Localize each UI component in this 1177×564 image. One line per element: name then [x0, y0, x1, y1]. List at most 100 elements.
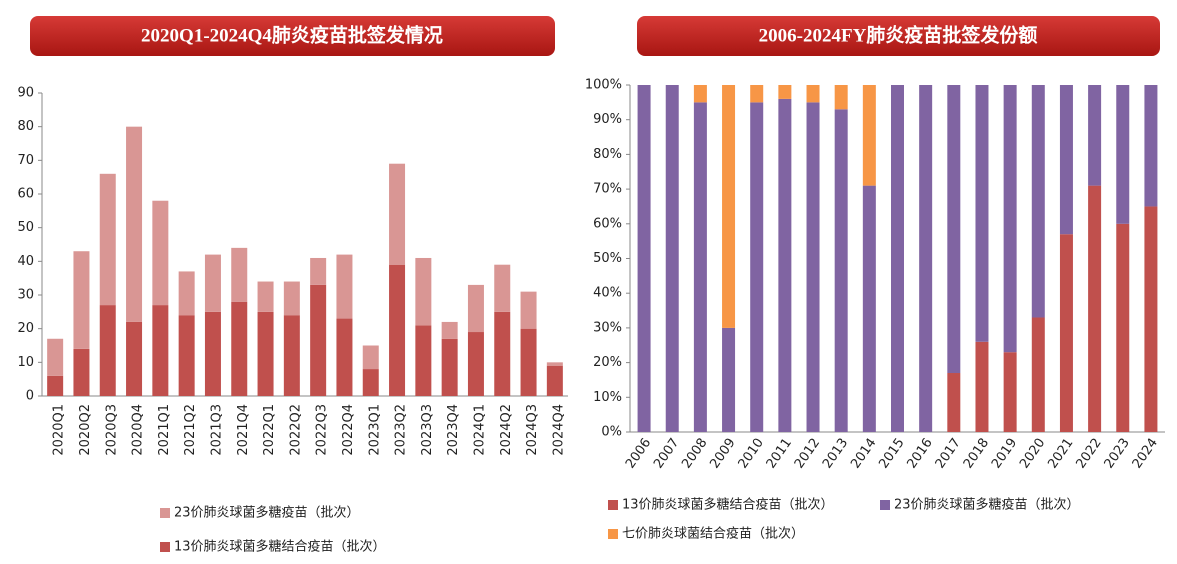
- y-tick-label: 80%: [593, 147, 622, 162]
- x-tick-label: 2023Q3: [420, 404, 435, 456]
- legend-swatch: [880, 500, 890, 510]
- legend-swatch: [608, 500, 618, 510]
- legend-label: 七价肺炎球菌结合疫苗（批次）: [622, 526, 804, 542]
- x-tick-label: 2018: [961, 436, 992, 472]
- y-tick-label: 60: [17, 187, 34, 202]
- bar-segment: [750, 85, 764, 103]
- bar-segment: [834, 109, 848, 432]
- bar-segment: [204, 254, 221, 312]
- x-tick-label: 2024Q4: [551, 404, 566, 456]
- bar-segment: [722, 327, 736, 432]
- bar-segment: [467, 284, 484, 333]
- bar-segment: [415, 257, 432, 326]
- bar-segment: [231, 247, 248, 302]
- x-tick-label: 2024Q1: [472, 404, 487, 456]
- bar-segment: [637, 85, 651, 432]
- x-tick-label: 2023Q4: [446, 404, 461, 456]
- x-tick-label: 2021Q4: [236, 404, 251, 456]
- bar-segment: [1059, 234, 1073, 432]
- x-tick-label: 2022Q3: [315, 404, 330, 456]
- y-tick-label: 90%: [593, 112, 622, 127]
- legend-swatch: [608, 529, 618, 539]
- x-tick-label: 2020Q4: [131, 404, 146, 456]
- legend-label: 23价肺炎球菌多糖疫苗（批次）: [894, 497, 1080, 513]
- bar-segment: [152, 200, 169, 306]
- bar-segment: [722, 85, 736, 328]
- bar-segment: [947, 85, 961, 374]
- legend-label: 23价肺炎球菌多糖疫苗（批次）: [174, 505, 360, 521]
- bar-segment: [441, 338, 458, 396]
- bar-segment: [231, 301, 248, 396]
- chart-title: 2020Q1-2024Q4肺炎疫苗批签发情况: [141, 23, 443, 46]
- bar-segment: [126, 321, 143, 396]
- x-tick-label: 2024: [1130, 436, 1161, 472]
- bar-segment: [806, 85, 820, 103]
- bar-segment: [257, 311, 274, 396]
- bar-segment: [73, 251, 90, 349]
- bar-segment: [806, 102, 820, 432]
- y-tick-label: 0%: [601, 425, 622, 440]
- x-tick-label: 2020: [1017, 436, 1048, 472]
- bar-segment: [693, 102, 707, 432]
- bar-segment: [283, 315, 300, 396]
- bar-segment: [389, 163, 406, 265]
- x-tick-label: 2021Q1: [157, 404, 172, 456]
- bar-segment: [665, 85, 679, 432]
- bar-segment: [47, 375, 64, 396]
- bar-segment: [362, 345, 379, 370]
- bar-segment: [1003, 352, 1017, 432]
- title-banner: [30, 16, 555, 56]
- legend-swatch: [160, 508, 170, 518]
- bar-segment: [693, 85, 707, 103]
- legend-label: 13价肺炎球菌多糖结合疫苗（批次）: [622, 497, 834, 513]
- y-tick-label: 70%: [593, 182, 622, 197]
- bar-segment: [919, 85, 933, 432]
- x-tick-label: 2022Q2: [288, 404, 303, 456]
- y-tick-label: 50: [17, 220, 34, 235]
- x-tick-label: 2011: [764, 436, 795, 472]
- bar-segment: [362, 369, 379, 396]
- bar-segment: [520, 291, 537, 329]
- y-tick-label: 30%: [593, 320, 622, 335]
- y-tick-label: 0: [26, 389, 34, 404]
- y-tick-label: 40: [17, 254, 34, 269]
- x-tick-label: 2023Q2: [394, 404, 409, 456]
- bar-segment: [389, 264, 406, 396]
- bar-segment: [947, 373, 961, 432]
- x-tick-label: 2006: [623, 436, 654, 472]
- x-tick-label: 2008: [679, 436, 710, 472]
- x-tick-label: 2021: [1045, 436, 1076, 472]
- x-tick-label: 2021Q2: [183, 404, 198, 456]
- y-tick-label: 10: [17, 355, 34, 370]
- bar-segment: [152, 305, 169, 396]
- bar-segment: [1088, 185, 1102, 432]
- bar-segment: [336, 318, 353, 396]
- y-tick-label: 20: [17, 321, 34, 336]
- bar-segment: [494, 311, 511, 396]
- y-tick-label: 80: [17, 119, 34, 134]
- bar-segment: [1031, 317, 1045, 432]
- bar-segment: [178, 271, 195, 316]
- bar-segment: [336, 254, 353, 319]
- x-tick-label: 2017: [933, 436, 964, 472]
- x-tick-label: 2024Q2: [499, 404, 514, 456]
- y-tick-label: 70: [17, 153, 34, 168]
- bar-segment: [778, 98, 792, 432]
- bar-segment: [415, 325, 432, 396]
- x-tick-label: 2024Q3: [525, 404, 540, 456]
- bar-segment: [1003, 85, 1017, 353]
- y-tick-label: 20%: [593, 355, 622, 370]
- legend-item: 13价肺炎球菌多糖结合疫苗（批次）: [160, 539, 386, 555]
- legend-item: 七价肺炎球菌结合疫苗（批次）: [608, 526, 804, 542]
- x-tick-label: 2012: [792, 436, 823, 472]
- x-tick-label: 2022: [1073, 436, 1104, 472]
- bar-segment: [1116, 223, 1130, 432]
- bar-segment: [1144, 85, 1158, 207]
- bar-segment: [1144, 206, 1158, 432]
- x-tick-label: 2022Q4: [341, 404, 356, 456]
- bar-segment: [73, 348, 90, 396]
- legend-label: 13价肺炎球菌多糖结合疫苗（批次）: [174, 539, 386, 555]
- bar-segment: [834, 85, 848, 110]
- legend-item: 13价肺炎球菌多糖结合疫苗（批次）: [608, 497, 834, 513]
